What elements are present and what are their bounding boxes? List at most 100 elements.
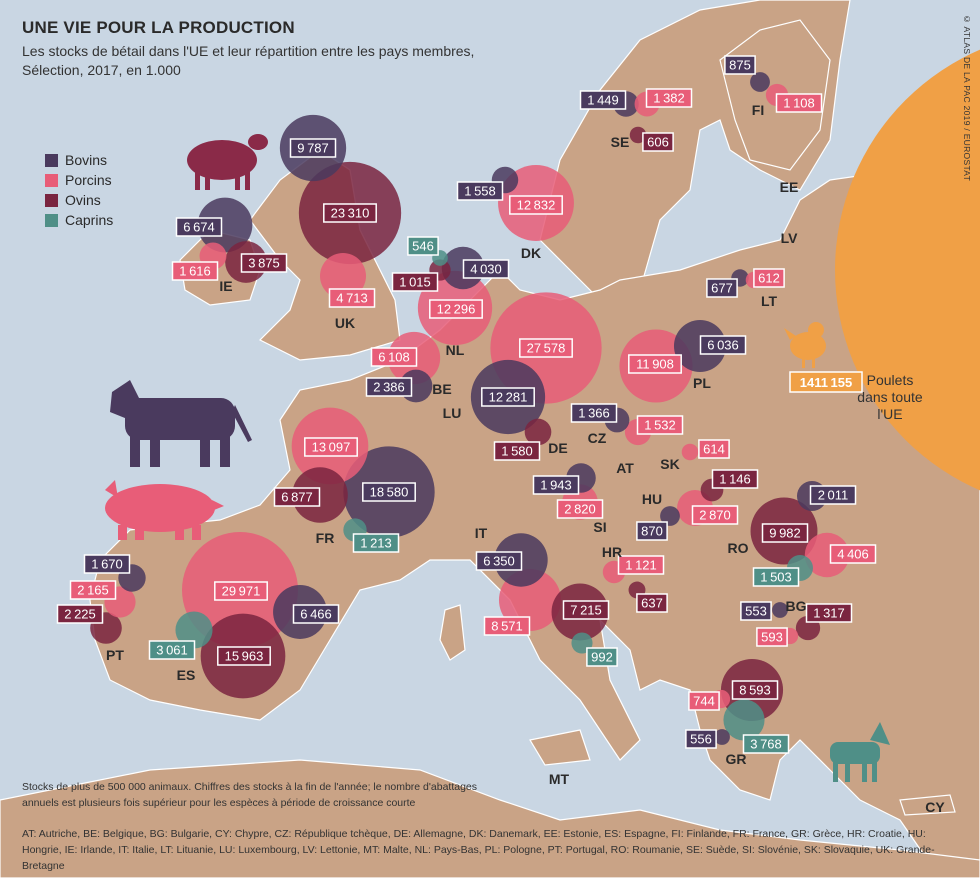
value-label-it-caprins: 992 <box>586 647 618 667</box>
value-label-ro-ovins: 9 982 <box>761 523 809 543</box>
value-label-text: 677 <box>711 281 733 296</box>
value-label-box <box>628 354 682 374</box>
value-label-text: 1 015 <box>399 275 431 290</box>
value-label-box <box>775 93 823 113</box>
bubble-gr-caprins <box>723 699 765 741</box>
legend-label: Porcins <box>65 172 112 188</box>
value-label-text: 4 030 <box>470 262 502 277</box>
value-label-fr-ovins: 6 877 <box>273 487 321 507</box>
value-label-box <box>642 132 674 152</box>
value-label-text: 8 571 <box>491 619 523 634</box>
value-label-nl-bovins: 4 030 <box>462 259 510 279</box>
country-code-lv: LV <box>781 230 799 246</box>
value-label-box <box>579 90 627 110</box>
country-code-ro: RO <box>728 540 749 556</box>
legend-item-ovins: Ovins <box>45 190 113 210</box>
value-label-lt-bovins: 677 <box>706 278 738 298</box>
value-label-ie-ovins: 3 875 <box>240 253 288 273</box>
country-code-hu: HU <box>642 491 662 507</box>
value-label-text: 2 386 <box>373 380 405 395</box>
value-label-text: 1 670 <box>91 557 123 572</box>
value-label-box <box>475 551 523 571</box>
legend-swatch-ovins <box>45 193 58 207</box>
value-label-box <box>362 482 416 502</box>
value-label-nl-ovins: 1 015 <box>391 272 439 292</box>
value-label-ro-caprins: 1 503 <box>752 567 800 587</box>
value-label-text: 8 593 <box>739 683 771 698</box>
value-label-text: 6 674 <box>183 220 215 235</box>
value-label-se-porcins: 1 382 <box>645 88 693 108</box>
value-label-at-bovins: 1 943 <box>532 475 580 495</box>
value-label-es-ovins: 15 963 <box>217 646 271 666</box>
value-label-box <box>292 604 340 624</box>
value-label-text: 6 036 <box>707 338 739 353</box>
land-africa <box>0 759 980 878</box>
value-label-text: 992 <box>591 650 613 665</box>
value-label-box <box>645 88 693 108</box>
value-label-box <box>83 554 131 574</box>
value-label-fi-porcins: 1 108 <box>775 93 823 113</box>
value-label-text: 870 <box>641 524 663 539</box>
value-label-gr-bovins: 556 <box>685 729 717 749</box>
footnote: Stocks de plus de 500 000 animaux. Chiff… <box>22 781 478 809</box>
value-label-text: 9 982 <box>769 526 801 541</box>
country-code-cz: CZ <box>588 430 607 446</box>
country-code-be: BE <box>432 381 451 397</box>
land-sicily <box>529 729 591 766</box>
value-label-it-ovins: 7 215 <box>562 600 610 620</box>
value-label-text: 614 <box>703 442 725 457</box>
bubble-ro-porcins <box>804 532 850 578</box>
value-label-hu-porcins: 2 870 <box>691 505 739 525</box>
country-code-at: AT <box>616 460 634 476</box>
value-label-text: 1 943 <box>540 478 572 493</box>
country-code-de: DE <box>548 440 567 456</box>
value-label-text: 6 108 <box>378 350 410 365</box>
value-label-fr-porcins: 13 097 <box>304 437 358 457</box>
value-label-nl-caprins: 546 <box>407 236 439 256</box>
value-label-box <box>699 335 747 355</box>
value-label-pt-porcins: 2 165 <box>69 580 117 600</box>
bubble-fi-bovins <box>750 72 770 92</box>
value-label-box <box>711 469 759 489</box>
country-code-es: ES <box>177 667 196 683</box>
value-label-box <box>171 261 219 281</box>
country-code-lt: LT <box>761 293 778 309</box>
legend-label: Ovins <box>65 192 101 208</box>
value-label-pt-ovins: 2 225 <box>56 604 104 624</box>
country-code-fi: FI <box>752 102 764 118</box>
value-label-box <box>809 485 857 505</box>
value-label-box <box>323 203 377 223</box>
value-label-text: 18 580 <box>370 485 409 500</box>
value-label-dk-porcins: 12 832 <box>509 195 563 215</box>
value-label-uk-ovins: 23 310 <box>323 203 377 223</box>
chicken-icon <box>784 322 826 368</box>
value-label-text: 2 165 <box>77 583 109 598</box>
country-code-pl: PL <box>693 375 711 391</box>
value-label-it-porcins: 8 571 <box>483 616 531 636</box>
value-label-box <box>240 253 288 273</box>
bubble-ie-bovins <box>197 197 253 253</box>
value-label-text: 606 <box>647 135 669 150</box>
value-label-text: 1 382 <box>653 91 685 106</box>
value-label-box <box>688 691 720 711</box>
value-label-box <box>509 195 563 215</box>
country-code-cy: CY <box>925 799 945 815</box>
value-label-fr-bovins: 18 580 <box>362 482 416 502</box>
value-label-text: 1 317 <box>813 606 845 621</box>
value-label-box <box>493 441 541 461</box>
bubble-se-ovins <box>629 126 647 144</box>
value-label-box <box>214 581 268 601</box>
chicken-value-text: 1411 155 <box>800 375 853 390</box>
bubble-de-ovins <box>524 418 552 446</box>
value-label-gr-caprins: 3 768 <box>742 734 790 754</box>
value-label-sk-porcins: 614 <box>698 439 730 459</box>
legend-item-bovins: Bovins <box>45 150 113 170</box>
country-code-lu: LU <box>443 405 462 421</box>
value-label-cz-porcins: 1 532 <box>636 415 684 435</box>
value-label-box <box>519 338 573 358</box>
value-label-gr-porcins: 744 <box>688 691 720 711</box>
value-label-box <box>691 505 739 525</box>
value-label-es-porcins: 29 971 <box>214 581 268 601</box>
